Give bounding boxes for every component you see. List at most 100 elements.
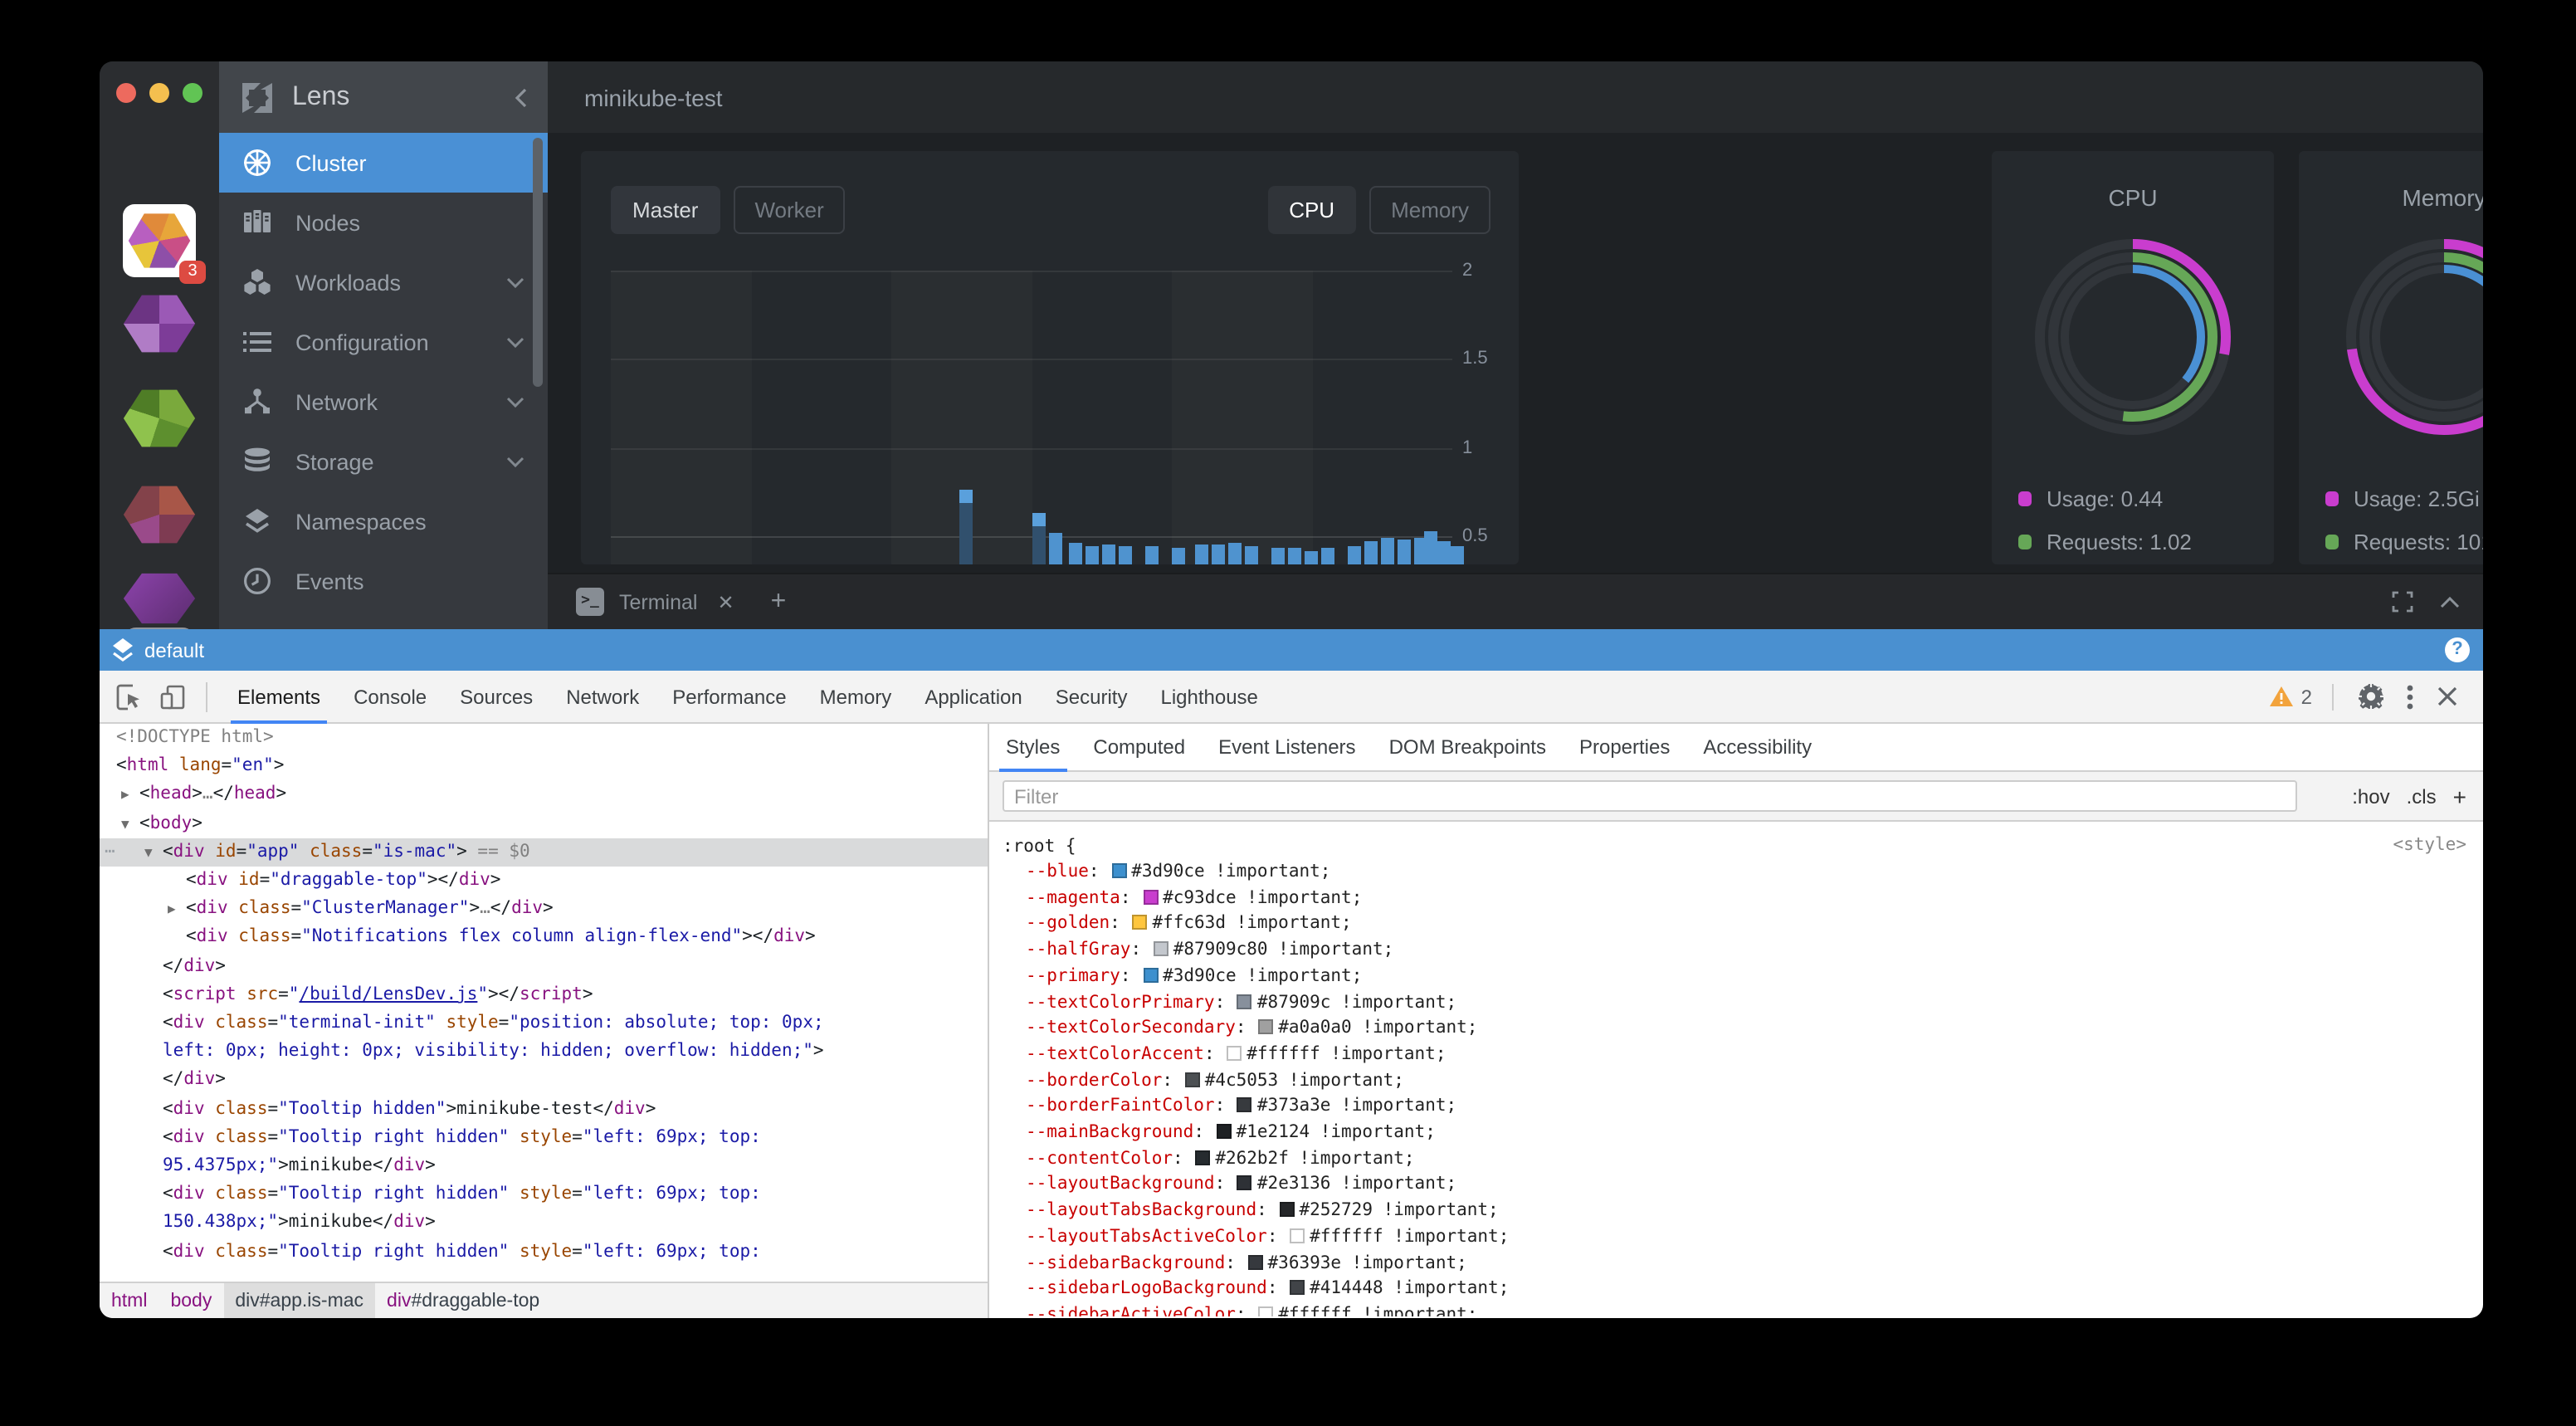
color-swatch[interactable] (1184, 1072, 1200, 1087)
css-variable[interactable]: --borderFaintColor: #373a3e !important; (1026, 1096, 1457, 1116)
warning-icon[interactable] (2270, 686, 2295, 707)
chevron-down-icon[interactable] (506, 336, 524, 348)
cluster-2[interactable] (123, 291, 196, 357)
dom-tree-node[interactable]: <div class="Tooltip right hidden" style=… (163, 1184, 761, 1204)
color-swatch[interactable] (1258, 1306, 1274, 1316)
chart-bar[interactable] (1451, 546, 1464, 564)
css-variable[interactable]: --primary: #3d90ce !important; (1026, 965, 1363, 986)
dom-tree-node[interactable]: <div class="Tooltip right hidden" style=… (163, 1241, 761, 1262)
zoom-window-button[interactable] (183, 83, 202, 103)
close-devtools-icon[interactable] (2437, 686, 2458, 707)
chart-bar[interactable] (1145, 546, 1159, 564)
close-terminal-icon[interactable]: ✕ (717, 590, 734, 613)
breadcrumb-body[interactable]: body (170, 1291, 212, 1311)
dom-tree-node[interactable]: ⋯ ▼ <div id="app" class="is-mac"> == $0 (100, 838, 988, 867)
dom-tree-node[interactable]: <!DOCTYPE html> (116, 727, 274, 747)
dom-tree-node[interactable]: </div> (163, 955, 226, 976)
color-swatch[interactable] (1279, 1202, 1295, 1218)
chart-bar[interactable] (1245, 546, 1258, 564)
dom-tree-node[interactable]: 150.438px;">minikube</div> (163, 1212, 436, 1233)
chart-bar[interactable] (1195, 545, 1208, 564)
color-swatch[interactable] (1290, 1228, 1305, 1243)
expand-dock-icon[interactable] (2392, 591, 2413, 613)
settings-icon[interactable] (2359, 684, 2383, 709)
chart-bar[interactable] (1212, 545, 1225, 564)
color-swatch[interactable] (1290, 1280, 1305, 1296)
chevron-down-icon[interactable] (506, 276, 524, 288)
dom-tree-node[interactable]: <div id="draggable-top"></div> (186, 870, 501, 891)
dom-tree-node[interactable]: ▼ <body> (100, 809, 988, 838)
breadcrumb-html[interactable]: html (111, 1291, 148, 1311)
chart-bar[interactable] (1086, 546, 1099, 564)
chart-bar[interactable] (1321, 548, 1334, 564)
sidebar-item-storage[interactable]: Storage (219, 432, 548, 491)
metric-tab-memory[interactable]: Memory (1369, 186, 1490, 234)
devtools-tab-application[interactable]: Application (925, 685, 1022, 708)
dom-tree-node[interactable]: 95.4375px;">minikube</div> (163, 1155, 436, 1176)
chart-bar[interactable] (1288, 548, 1301, 564)
chart-bar[interactable] (1172, 548, 1185, 564)
styles-tab-dom-breakpoints[interactable]: DOM Breakpoints (1388, 735, 1546, 758)
color-swatch[interactable] (1237, 994, 1252, 1009)
styles-tab-properties[interactable]: Properties (1578, 735, 1671, 758)
chart-bar[interactable] (1049, 532, 1062, 564)
color-swatch[interactable] (1216, 1124, 1232, 1140)
styles-filter-input[interactable] (1003, 780, 2297, 812)
toggle-hov-button[interactable]: :hov (2352, 784, 2390, 808)
devtools-tab-memory[interactable]: Memory (819, 685, 892, 708)
add-terminal-icon[interactable]: + (770, 587, 787, 615)
chevron-down-icon[interactable] (506, 456, 524, 467)
css-variable[interactable]: --mainBackground: #1e2124 !important; (1026, 1122, 1436, 1143)
devtools-tab-sources[interactable]: Sources (460, 685, 534, 708)
chart-bar[interactable] (1364, 541, 1378, 564)
sidebar-item-configuration[interactable]: Configuration (219, 312, 548, 372)
css-variable[interactable]: --halfGray: #87909c80 !important; (1026, 940, 1394, 960)
styles-tab-styles[interactable]: Styles (989, 723, 1076, 771)
css-variable[interactable]: --magenta: #c93dce !important; (1026, 887, 1363, 908)
cluster-minikube-test[interactable]: 3 (123, 204, 206, 284)
help-icon[interactable]: ? (2445, 637, 2470, 662)
chart-bar[interactable] (1348, 546, 1361, 564)
expanded-arrow-icon[interactable]: ▼ (121, 816, 129, 832)
chart-bar[interactable] (1119, 546, 1132, 564)
node-overflow-icon[interactable]: ⋯ (105, 841, 117, 862)
dom-tree-node[interactable]: ▶ <head>…</head> (100, 781, 988, 809)
styles-tab-accessibility[interactable]: Accessibility (1703, 735, 1812, 758)
expanded-arrow-icon[interactable]: ▼ (144, 844, 153, 860)
color-swatch[interactable] (1132, 915, 1148, 930)
css-variable[interactable]: --sidebarLogoBackground: #414448 !import… (1026, 1278, 1510, 1299)
chart-bar[interactable] (1069, 543, 1082, 564)
css-variable[interactable]: --layoutBackground: #2e3136 !important; (1026, 1174, 1457, 1194)
breadcrumb-div#app.is-mac[interactable]: div #app.is-mac (223, 1283, 376, 1318)
css-variable[interactable]: --layoutTabsActiveColor: #ffffff !import… (1026, 1226, 1510, 1247)
dom-tree-node[interactable]: <div class="Tooltip hidden">minikube-tes… (163, 1098, 656, 1119)
css-variable[interactable]: --textColorSecondary: #a0a0a0 !important… (1026, 1018, 1478, 1038)
css-variable[interactable]: --borderColor: #4c5053 !important; (1026, 1070, 1404, 1091)
sidebar-item-nodes[interactable]: Nodes (219, 193, 548, 252)
chart-bar[interactable] (1228, 543, 1242, 564)
css-variable[interactable]: --contentColor: #262b2f !important; (1026, 1148, 1415, 1169)
color-swatch[interactable] (1111, 863, 1127, 878)
css-variable[interactable]: --layoutTabsBackground: #252729 !importa… (1026, 1200, 1499, 1221)
device-toolbar-icon[interactable] (159, 683, 186, 710)
color-swatch[interactable] (1237, 1097, 1252, 1113)
dom-tree-node[interactable]: <div class="Notifications flex column al… (186, 926, 816, 947)
chart-bar[interactable] (1305, 550, 1318, 564)
metric-tab-cpu[interactable]: CPU (1267, 186, 1357, 234)
css-variable[interactable]: --sidebarBackground: #36393e !important; (1026, 1253, 1467, 1273)
breadcrumb-div#draggable-top[interactable]: div #draggable-top (387, 1291, 540, 1311)
chart-bar[interactable] (1381, 538, 1394, 564)
styles-tab-event-listeners[interactable]: Event Listeners (1218, 735, 1356, 758)
rule-selector[interactable]: :root { (1003, 837, 1076, 857)
cluster-3[interactable] (123, 385, 196, 452)
color-swatch[interactable] (1247, 1254, 1263, 1270)
css-variable[interactable]: --textColorAccent: #ffffff !important; (1026, 1043, 1447, 1064)
sidebar-item-workloads[interactable]: Workloads (219, 252, 548, 312)
chart-bar[interactable] (1271, 548, 1285, 564)
devtools-tab-performance[interactable]: Performance (672, 685, 787, 708)
node-tab-master[interactable]: Master (611, 186, 720, 234)
sidebar-item-cluster[interactable]: Cluster (219, 133, 548, 193)
chevron-down-icon[interactable] (506, 396, 524, 408)
chart-bar[interactable] (1032, 513, 1046, 564)
close-window-button[interactable] (116, 83, 136, 103)
